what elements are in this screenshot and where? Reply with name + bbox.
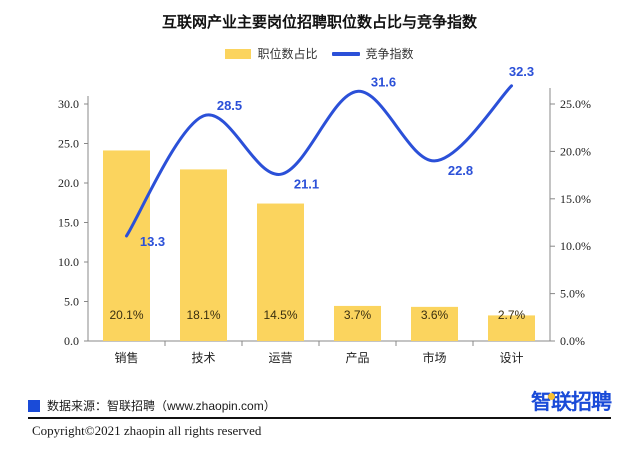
line-value-label: 22.8	[448, 163, 473, 178]
y-tick-label-left: 10.0	[58, 255, 79, 269]
y-tick-label-right: 0.0%	[560, 334, 585, 348]
bar-value-label: 3.6%	[421, 308, 449, 322]
y-tick-label-left: 20.0	[58, 176, 79, 190]
bar-产品[interactable]	[334, 305, 381, 341]
legend-swatch-bar-icon	[225, 49, 252, 59]
y-tick-label-right: 20.0%	[560, 144, 591, 158]
y-tick-label-right: 5.0%	[560, 287, 585, 301]
y-tick-label-left: 5.0	[64, 295, 79, 309]
bar-销售[interactable]	[103, 150, 150, 341]
x-axis-label-运营: 运营	[268, 351, 292, 365]
bar-value-label: 18.1%	[186, 308, 220, 322]
x-axis-label-市场: 市场	[422, 350, 446, 365]
bar-市场[interactable]	[411, 306, 458, 341]
legend-swatch-line-icon	[331, 52, 360, 56]
bar-运营[interactable]	[257, 203, 304, 341]
line-value-label: 31.6	[371, 74, 396, 89]
chart-plot: 0.0 5.0 10.0 15.0 20.0 25.0 30.0 0.0% 5.0% 10.0% 1…	[58, 64, 591, 365]
competition-index-line[interactable]	[125, 84, 513, 238]
legend-label-bar: 职位数占比	[257, 47, 318, 61]
copyright-text: Copyright©2021 zhaopin all rights reserv…	[32, 423, 262, 438]
bar-value-label: 20.1%	[109, 308, 143, 322]
legend-item-line[interactable]: 竞争指数	[331, 47, 414, 61]
legend-item-bar[interactable]: 职位数占比	[225, 47, 318, 61]
y-tick-label-left: 0.0	[64, 334, 79, 348]
line-value-label: 21.1	[294, 176, 319, 191]
y-tick-label-right: 10.0%	[560, 239, 591, 253]
x-axis-label-销售: 销售	[114, 350, 138, 365]
footer-divider	[28, 417, 611, 419]
bar-技术[interactable]	[180, 169, 227, 341]
x-axis-label-设计: 设计	[499, 351, 523, 365]
y-tick-label-right: 25.0%	[560, 97, 591, 111]
y-tick-label-right: 15.0%	[560, 192, 591, 206]
y-tick-label-left: 30.0	[58, 97, 79, 111]
bar-value-label: 3.7%	[344, 308, 372, 322]
bar-value-label: 2.7%	[498, 308, 526, 322]
x-axis-label-产品: 产品	[345, 351, 369, 365]
chart-legend: 职位数占比 竞争指数	[0, 48, 639, 60]
line-value-label: 28.5	[217, 98, 242, 113]
source-text: 数据来源：智联招聘（www.zhaopin.com）	[47, 399, 276, 413]
y-tick-label-left: 15.0	[58, 216, 79, 230]
line-value-label: 13.3	[140, 234, 165, 249]
page-title: 互联网产业主要岗位招聘职位数占比与竞争指数	[161, 14, 477, 31]
brand-logo-text: 智联招聘	[531, 391, 612, 414]
x-axis-label-技术: 技术	[191, 351, 215, 365]
line-value-label: 32.3	[509, 64, 534, 79]
y-tick-label-left: 25.0	[58, 137, 79, 151]
bar-value-label: 14.5%	[263, 308, 297, 322]
data-source-note: 数据来源：智联招聘（www.zhaopin.com）	[28, 397, 276, 414]
legend-label-line: 竞争指数	[365, 47, 414, 61]
brand-accent-dot-icon	[548, 393, 555, 400]
source-bullet-icon	[28, 399, 40, 412]
bar-设计[interactable]	[488, 315, 535, 341]
brand-logo: 智联招聘	[531, 391, 612, 414]
